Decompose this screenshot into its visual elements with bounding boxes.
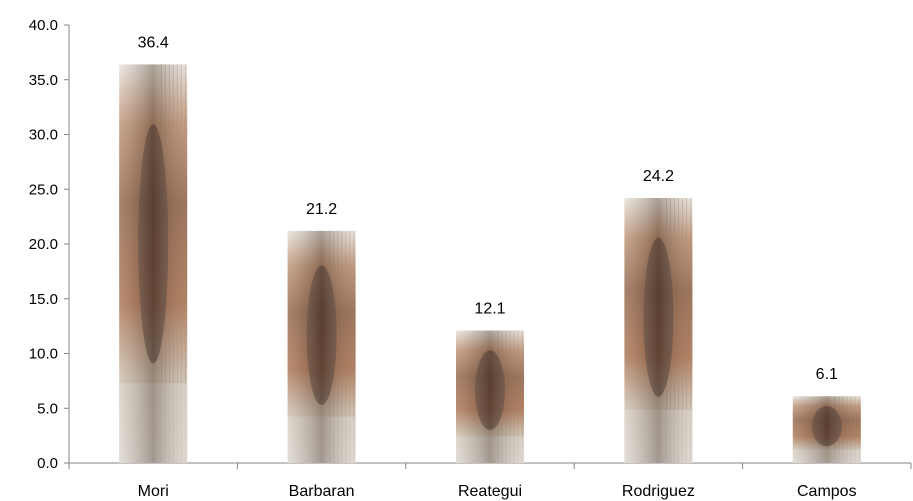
y-tick-label: 25.0 bbox=[29, 181, 58, 198]
bar bbox=[792, 396, 861, 463]
bar bbox=[119, 64, 188, 464]
y-axis: 0.0 5.0 10.0 15.0 20.0 25.0 30.0 35.0 40.0 bbox=[29, 17, 70, 472]
bar-value-label: 6.1 bbox=[816, 366, 838, 383]
bar-shade bbox=[624, 198, 693, 463]
y-tick-label: 30.0 bbox=[29, 127, 58, 144]
bar-shade bbox=[792, 396, 861, 463]
y-tick-label: 15.0 bbox=[29, 291, 58, 308]
bar bbox=[456, 330, 524, 463]
bars bbox=[119, 64, 861, 464]
bar-shade bbox=[456, 330, 524, 463]
bar-shade bbox=[119, 64, 188, 464]
y-tick-label: 10.0 bbox=[29, 346, 58, 363]
bar-value-label: 24.2 bbox=[643, 168, 674, 185]
y-tick-label: 35.0 bbox=[29, 72, 58, 89]
bar-value-label: 21.2 bbox=[306, 201, 337, 218]
x-axis: Mori Barbaran Reategui Rodriguez Campos bbox=[68, 462, 912, 500]
bar bbox=[287, 230, 356, 463]
bar-value-label: 36.4 bbox=[138, 34, 169, 51]
data-labels: 36.4 21.2 12.1 24.2 6.1 bbox=[138, 34, 838, 383]
bar bbox=[624, 198, 693, 463]
x-category-label: Rodriguez bbox=[622, 483, 695, 500]
x-category-label: Mori bbox=[138, 483, 169, 500]
x-category-label: Campos bbox=[797, 483, 857, 500]
x-category-label: Barbaran bbox=[289, 483, 355, 500]
y-tick-label: 5.0 bbox=[37, 400, 58, 417]
x-category-label: Reategui bbox=[458, 483, 522, 500]
y-tick-label: 20.0 bbox=[29, 236, 58, 253]
bar-shade bbox=[287, 230, 356, 463]
bar-value-label: 12.1 bbox=[474, 301, 505, 318]
y-tick-label: 0.0 bbox=[37, 455, 58, 472]
y-tick-label: 40.0 bbox=[29, 17, 58, 34]
